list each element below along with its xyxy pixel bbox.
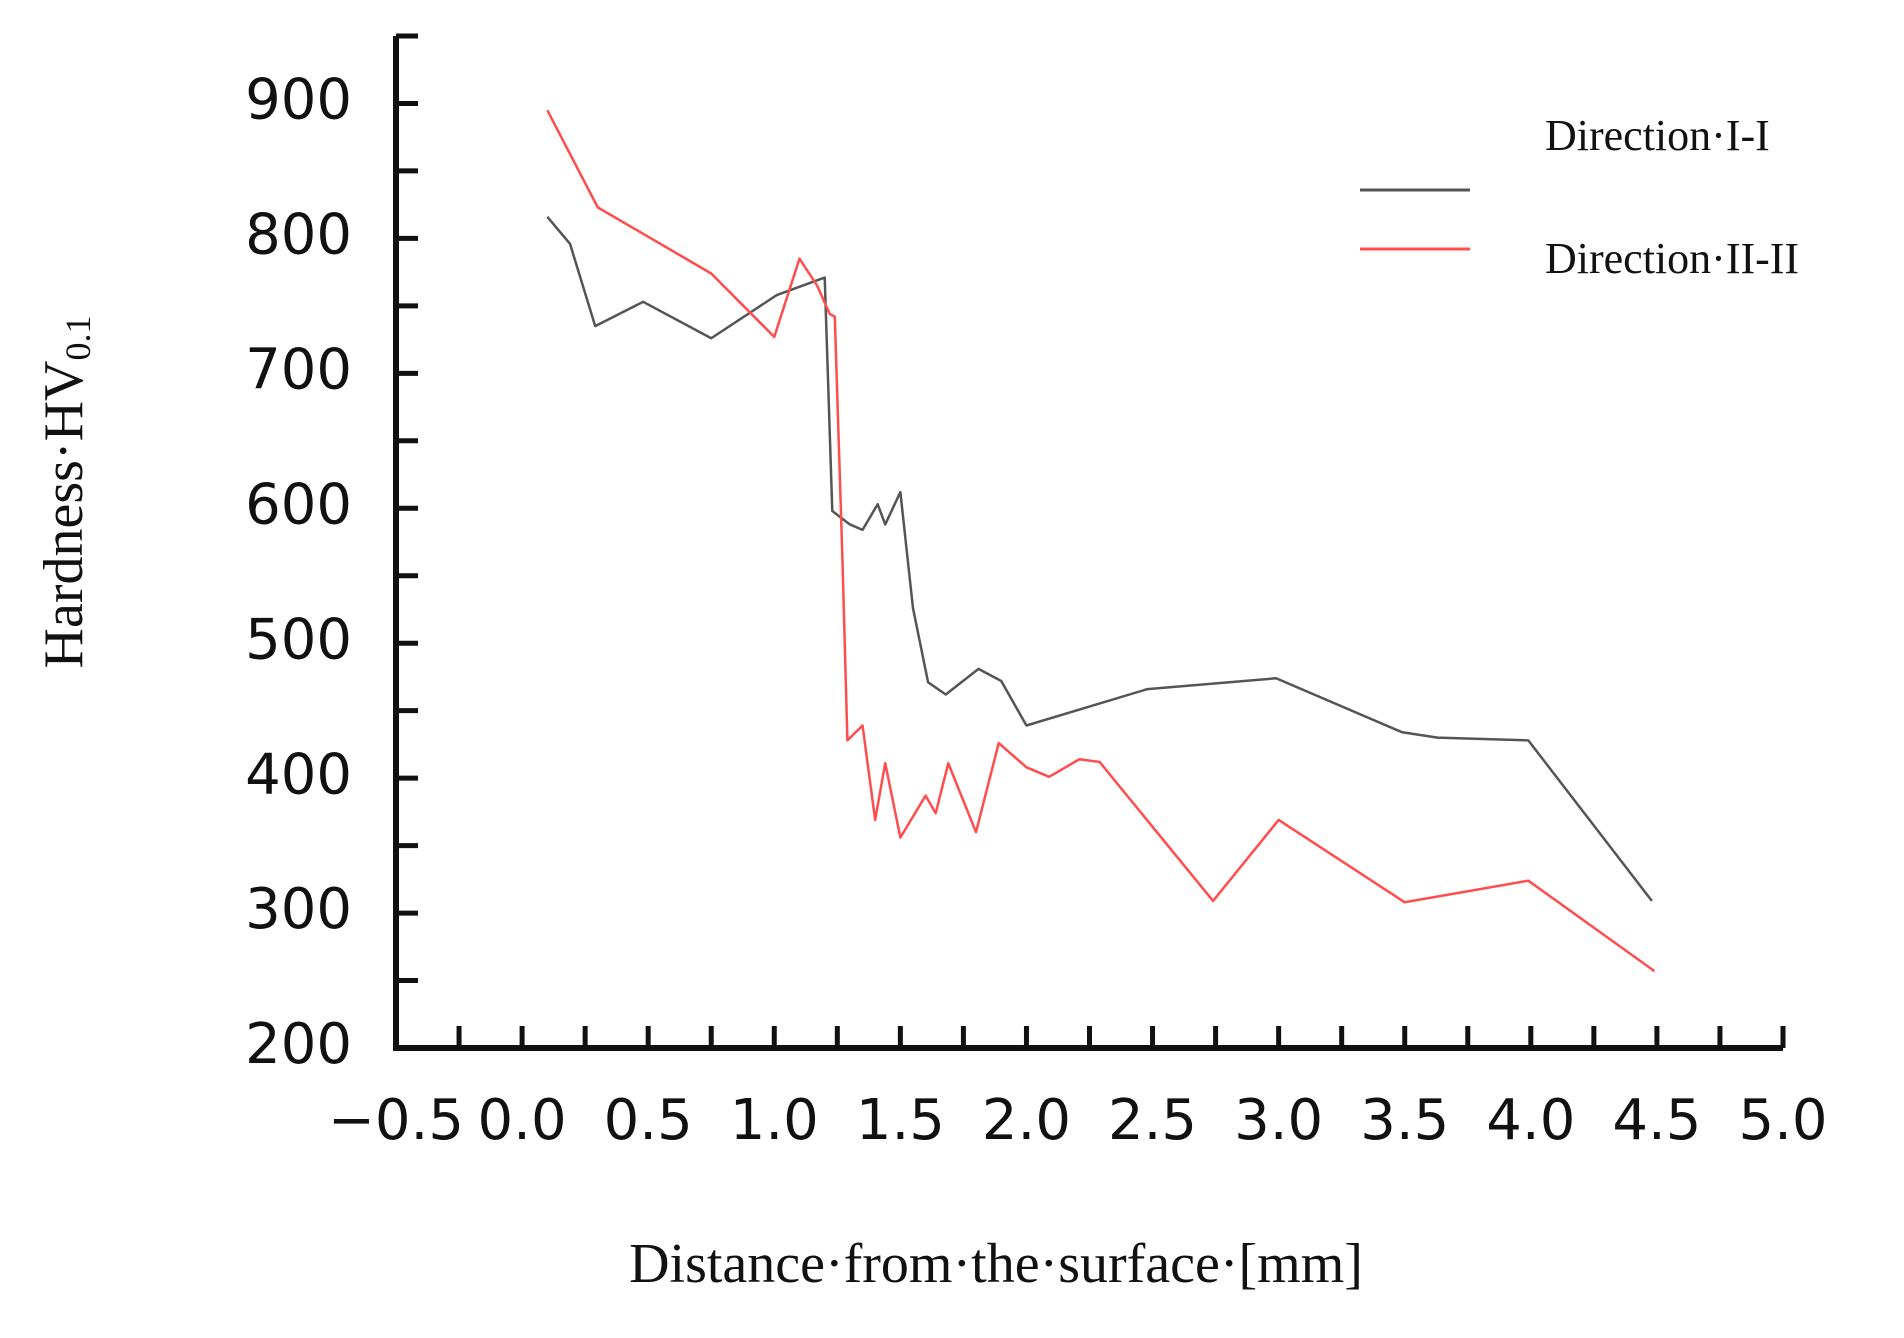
y-axis-label-subscript: 0.1 bbox=[58, 316, 98, 361]
x-tick-label: −0.5 bbox=[328, 1088, 464, 1153]
x-tick-label: 3.5 bbox=[1360, 1088, 1449, 1153]
y-tick-label: 600 bbox=[245, 472, 352, 537]
x-tick-label: 4.0 bbox=[1486, 1088, 1575, 1153]
y-tick-label: 900 bbox=[245, 68, 352, 133]
x-tick-label: 5.0 bbox=[1738, 1088, 1827, 1153]
x-axis-label: Distance·from·the·surface·[mm] bbox=[629, 1233, 1363, 1295]
y-tick-label: 400 bbox=[245, 742, 352, 807]
x-tick-label: 0.5 bbox=[604, 1088, 693, 1153]
series-line bbox=[546, 216, 1653, 902]
x-tick-label: 3.0 bbox=[1234, 1088, 1323, 1153]
y-tick-label: 500 bbox=[245, 607, 352, 672]
y-tick-label: 800 bbox=[245, 203, 352, 268]
y-axis-label: Hardness·HV0.1 bbox=[33, 316, 98, 669]
legend-label: Direction·I-I bbox=[1545, 111, 1770, 160]
series-line bbox=[546, 109, 1656, 973]
legend-label: Direction·II-II bbox=[1545, 234, 1799, 283]
x-tick-label: 1.0 bbox=[730, 1088, 819, 1153]
x-tick-label: 4.5 bbox=[1612, 1088, 1701, 1153]
y-tick-label: 700 bbox=[245, 337, 352, 402]
y-tick-label: 200 bbox=[245, 1012, 352, 1077]
y-tick-label: 300 bbox=[245, 877, 352, 942]
x-tick-label: 1.5 bbox=[856, 1088, 945, 1153]
x-tick-label: 2.0 bbox=[982, 1088, 1071, 1153]
x-tick-label: 2.5 bbox=[1108, 1088, 1197, 1153]
y-axis-label-main: Hardness·HV bbox=[33, 361, 95, 669]
x-tick-label: 0.0 bbox=[478, 1088, 567, 1153]
